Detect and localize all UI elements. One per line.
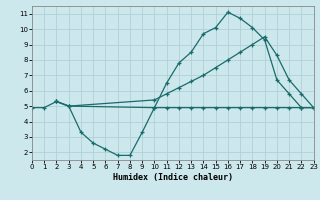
X-axis label: Humidex (Indice chaleur): Humidex (Indice chaleur) xyxy=(113,173,233,182)
